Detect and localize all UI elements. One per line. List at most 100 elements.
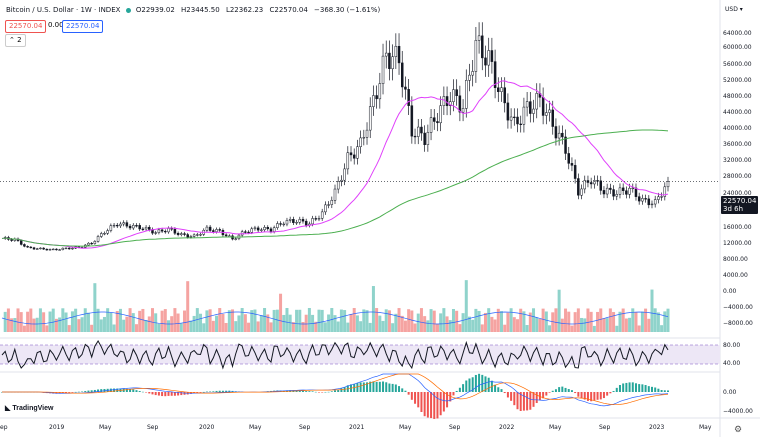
macd-histogram-bar xyxy=(471,377,474,392)
candle-body xyxy=(506,102,510,121)
macd-histogram-bar xyxy=(317,392,320,393)
macd-histogram-bar xyxy=(436,392,439,419)
macd-histogram-bar xyxy=(484,376,487,392)
volume-bar xyxy=(413,323,417,332)
macd-histogram-bar xyxy=(382,381,385,392)
volume-bar xyxy=(423,316,427,332)
volume-bar xyxy=(336,321,340,332)
volume-tick-label: −4000.00 xyxy=(723,304,753,311)
macd-histogram-bar xyxy=(301,390,304,392)
volume-bar xyxy=(464,280,468,332)
candle-body xyxy=(644,198,647,200)
symbol-title[interactable]: Bitcoin / U.S. Dollar · 1W · INDEX xyxy=(6,6,121,14)
volume-bar xyxy=(42,312,46,332)
volume-bar xyxy=(64,312,68,332)
volume-bar xyxy=(288,314,292,332)
candle-body xyxy=(397,45,401,64)
candle-body xyxy=(148,226,151,230)
volume-bar xyxy=(596,311,600,332)
candle-body xyxy=(304,220,308,226)
candle-body xyxy=(605,187,609,195)
macd-histogram-bar xyxy=(135,390,138,392)
volume-bar xyxy=(448,320,452,332)
time-tick-label: 2019 xyxy=(49,424,64,431)
candle-body xyxy=(35,248,39,250)
macd-histogram-bar xyxy=(148,392,151,394)
sell-price-button[interactable]: 22570.04 xyxy=(5,20,47,33)
macd-histogram-bar xyxy=(372,381,375,392)
macd-histogram-bar xyxy=(90,390,93,392)
macd-histogram-bar xyxy=(340,388,343,392)
volume-bar xyxy=(656,312,660,332)
candle-body xyxy=(407,89,410,106)
volume-bar xyxy=(455,310,459,332)
current-price-badge: 22570.04 3d 6h xyxy=(721,196,759,214)
candle-body xyxy=(87,242,90,246)
volume-bar xyxy=(304,314,308,332)
macd-histogram-bar xyxy=(295,390,298,392)
volume-bar xyxy=(189,320,193,332)
volume-bar xyxy=(317,309,321,332)
macd-histogram-bar xyxy=(577,392,580,397)
volume-bar xyxy=(605,318,609,332)
volume-bar xyxy=(410,310,414,332)
volume-bar xyxy=(150,308,154,332)
price-axis[interactable]: 64000.00 60000.00 56000.00 52000.00 48000.00… xyxy=(723,30,753,415)
macd-histogram-bar xyxy=(157,392,160,396)
macd-histogram-bar xyxy=(596,392,599,400)
volume-bar xyxy=(279,293,283,332)
macd-tick-label: 0.00 xyxy=(723,389,737,396)
price-pane[interactable] xyxy=(0,22,720,251)
volume-bar xyxy=(134,324,138,332)
time-tick-label: May xyxy=(99,424,112,431)
macd-histogram-bar xyxy=(394,384,397,392)
volume-bar xyxy=(80,317,84,332)
candle-body xyxy=(132,225,135,229)
buy-price-button[interactable]: 22570.04 xyxy=(62,20,104,33)
candle-body xyxy=(356,146,359,159)
candle-body xyxy=(404,86,407,90)
collapse-indicators-button[interactable]: ⌃ 2 xyxy=(5,34,26,47)
volume-bar xyxy=(352,308,356,332)
macd-histogram-bar xyxy=(497,387,500,392)
volume-bar xyxy=(487,308,491,332)
candle-body xyxy=(51,248,55,251)
macd-histogram-bar xyxy=(359,382,362,392)
volume-bar xyxy=(13,318,17,332)
macd-histogram-bar xyxy=(468,378,471,392)
tradingview-logo[interactable]: ◣ TradingView xyxy=(5,404,53,412)
macd-histogram-bar xyxy=(522,392,525,411)
candle-body xyxy=(567,153,570,164)
time-axis[interactable]: ep 2019 May Sep 2020 May Sep 2021 May Sep 2022 May S… xyxy=(0,424,712,431)
candle-body xyxy=(106,230,109,234)
time-tick-label: 2022 xyxy=(499,424,514,431)
volume-bar xyxy=(535,317,539,332)
time-tick-label: Sep xyxy=(449,424,461,431)
candle-body xyxy=(362,137,366,139)
volume-bar xyxy=(138,310,142,332)
candle-body xyxy=(458,95,462,113)
volume-bar xyxy=(35,317,39,332)
candle-body xyxy=(596,180,599,182)
volume-bar xyxy=(403,320,407,332)
candle-body xyxy=(554,126,558,139)
volume-bar xyxy=(419,308,423,332)
candle-body xyxy=(394,45,398,57)
candle-body xyxy=(625,190,628,195)
volume-bar xyxy=(45,325,49,332)
candle-body xyxy=(468,74,471,81)
gear-icon[interactable]: ⚙ xyxy=(734,424,743,434)
volume-bar xyxy=(586,308,590,332)
volume-bar xyxy=(624,318,628,332)
candle-body xyxy=(529,101,532,114)
macd-histogram-bar xyxy=(516,392,519,410)
macd-histogram-bar xyxy=(199,392,202,393)
volume-bar xyxy=(106,308,110,332)
volume-bar xyxy=(567,311,571,332)
volume-bar xyxy=(32,318,36,332)
macd-histogram-bar xyxy=(458,387,461,392)
candle-body xyxy=(660,196,663,198)
currency-label[interactable]: USD ▾ xyxy=(725,6,743,13)
candle-body xyxy=(500,87,503,92)
